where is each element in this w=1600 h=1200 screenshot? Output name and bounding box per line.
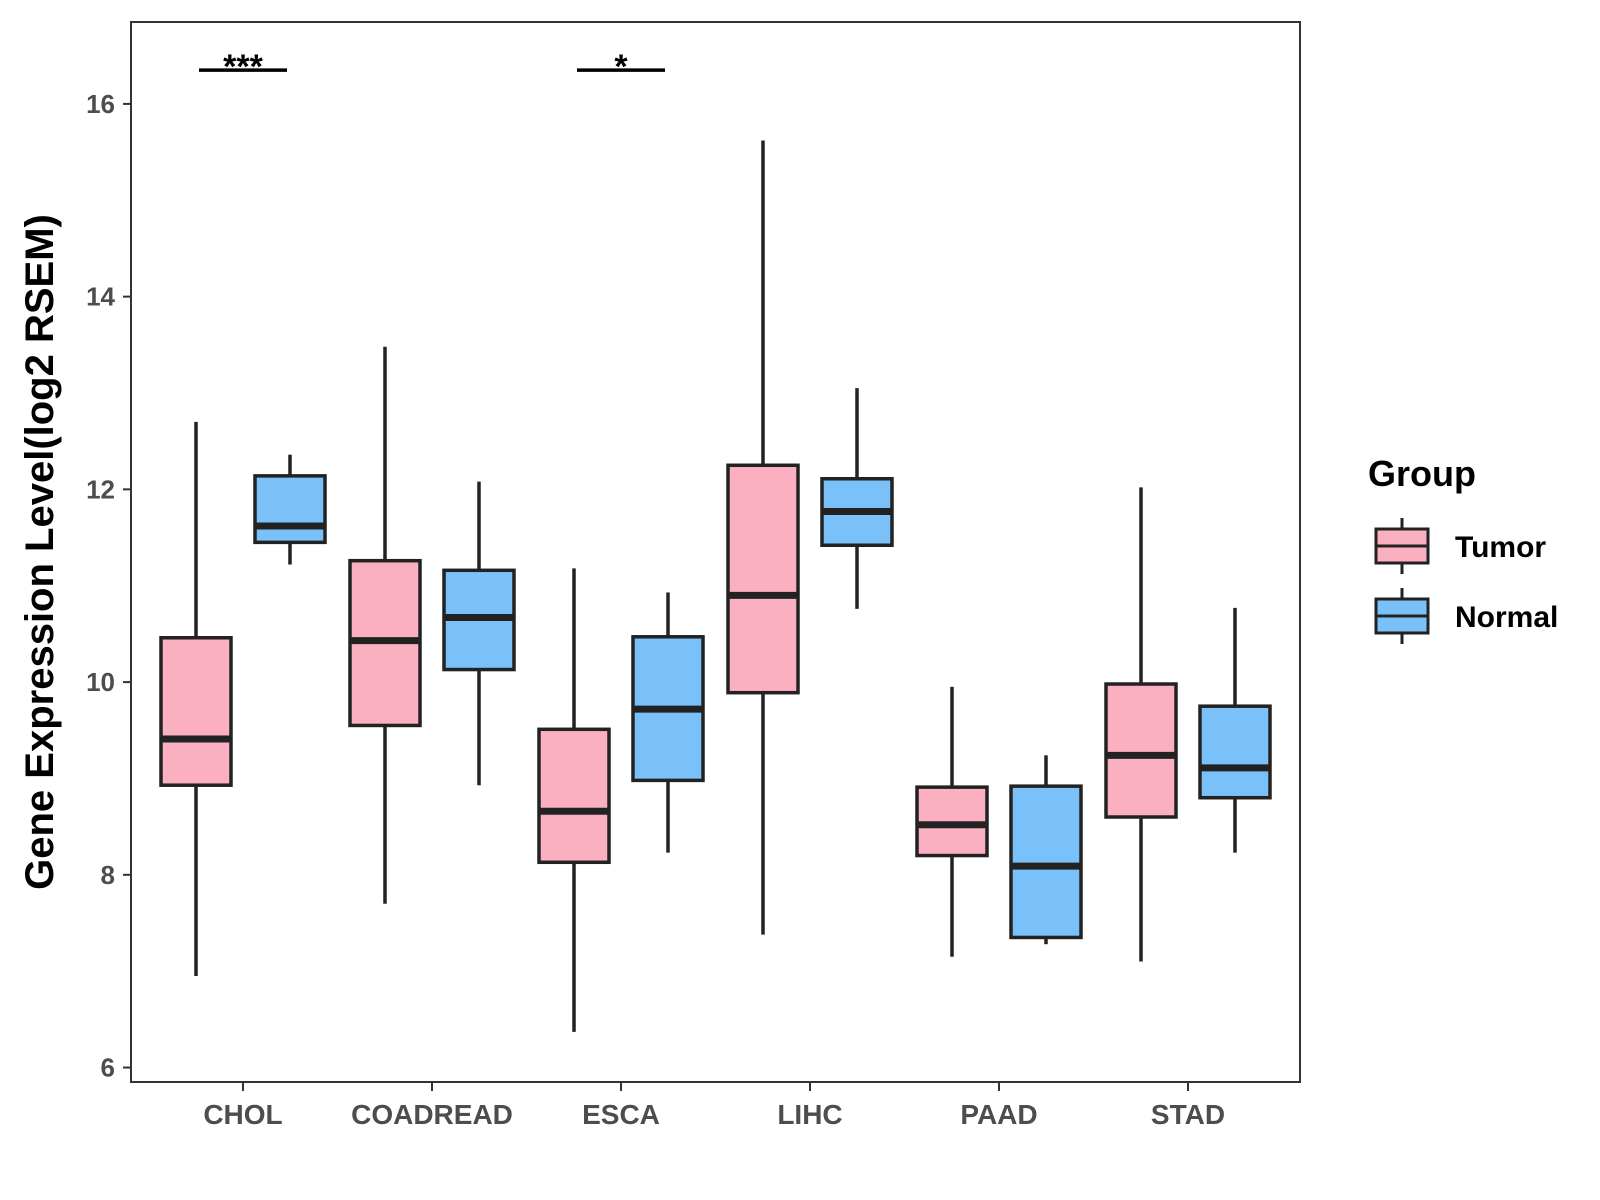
legend-entry-normal: Normal (1374, 588, 1558, 644)
x-tick-label-coadread: COADREAD (351, 1099, 513, 1130)
y-tick-label: 14 (86, 282, 115, 312)
box-chol-normal (253, 454, 327, 565)
y-axis-title: Gene Expression Level(log2 RSEM) (18, 214, 62, 890)
box-stad-tumor (1104, 487, 1178, 962)
y-tick-label: 16 (86, 89, 115, 119)
x-tick-label-paad: PAAD (960, 1099, 1037, 1130)
box-iqr (1009, 784, 1083, 940)
significance-esca: * (577, 48, 665, 86)
box-stad-normal (1198, 607, 1272, 853)
y-tick-label: 12 (86, 474, 115, 504)
y-tick-label: 8 (101, 860, 115, 890)
x-tick-label-stad: STAD (1151, 1099, 1225, 1130)
y-tick-label: 10 (86, 667, 115, 697)
legend-entry-tumor: Tumor (1374, 518, 1546, 574)
box-chol-tumor (159, 421, 233, 976)
box-paad-tumor (915, 686, 989, 957)
box-coadread-tumor (348, 346, 422, 904)
legend-label: Normal (1455, 601, 1558, 634)
y-tick-label: 6 (101, 1053, 115, 1083)
box-iqr (253, 474, 327, 545)
box-coadread-normal (442, 481, 516, 786)
significance-label: * (614, 48, 628, 86)
box-iqr (1198, 704, 1272, 800)
x-tick-label-esca: ESCA (582, 1099, 660, 1130)
significance-label: *** (223, 48, 263, 86)
box-iqr (1104, 682, 1178, 819)
box-iqr (159, 636, 233, 787)
legend-title: Group (1368, 453, 1476, 494)
box-iqr (726, 463, 800, 695)
box-esca-normal (631, 592, 705, 853)
box-lihc-tumor (726, 140, 800, 935)
box-esca-tumor (537, 568, 611, 1032)
significance-chol: *** (199, 48, 287, 86)
x-tick-label-lihc: LIHC (777, 1099, 842, 1130)
legend-label: Tumor (1455, 531, 1546, 564)
box-lihc-normal (820, 388, 894, 609)
box-iqr (537, 727, 611, 865)
box-paad-normal (1009, 755, 1083, 945)
plot-panel-border (130, 21, 1301, 1083)
plot-panel-background (131, 22, 1300, 1082)
x-tick-label-chol: CHOL (203, 1099, 282, 1130)
